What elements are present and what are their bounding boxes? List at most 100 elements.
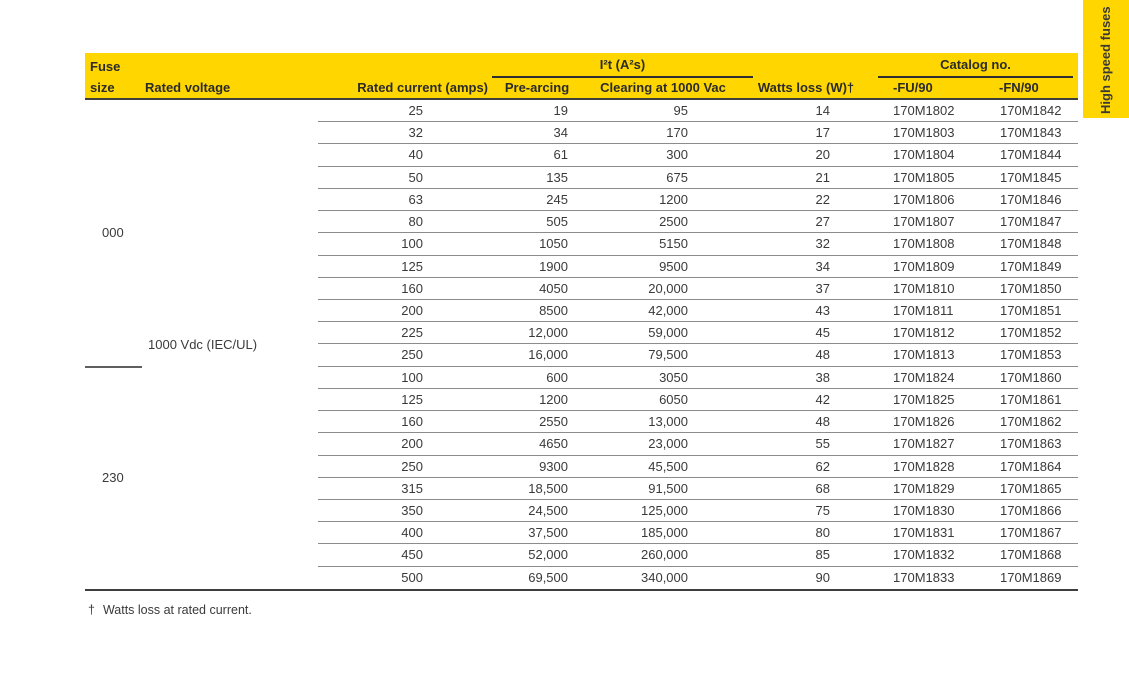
cell-catalog-fn90: 170M1844 [1000,147,1062,163]
cell-pre-arcing: 4050 [539,280,568,296]
table-row: 100 1050 5150 32 170M1808 170M1848 [85,233,1078,256]
cell-clearing-at-1000-vac: 2500 [659,214,688,230]
cell-catalog-fn90: 170M1845 [1000,169,1062,185]
cell-pre-arcing: 52,000 [528,547,568,563]
cell-rated-current: 160 [401,280,423,296]
cell-pre-arcing: 19 [553,103,568,118]
header-rated-voltage: Rated voltage [145,80,231,95]
cell-catalog-fu90: 170M1810 [893,280,955,296]
cell-catalog-fn90: 170M1864 [1000,458,1062,474]
cell-catalog-fn90: 170M1862 [1000,414,1062,430]
cell-catalog-fu90: 170M1833 [893,569,955,585]
table-row: 32 34 170 17 170M1803 170M1843 [85,122,1078,145]
header-fuse-size-line2: size [90,80,115,95]
table-row: 125 1900 9500 34 170M1809 170M1849 [85,256,1078,278]
cell-pre-arcing: 245 [546,191,568,207]
cell-catalog-fn90: 170M1867 [1000,525,1062,541]
cell-clearing-at-1000-vac: 6050 [659,391,688,407]
footnote: † Watts loss at rated current. [88,603,252,617]
fuse-size-section-divider [85,365,142,368]
cell-pre-arcing: 1200 [539,391,568,407]
header-watts-loss: Watts loss (W)† [757,80,855,95]
cell-catalog-fn90: 170M1853 [1000,347,1062,363]
fuse-size-label: 000 [102,225,124,241]
cell-pre-arcing: 9300 [539,458,568,474]
cell-watts-loss: 27 [815,214,830,230]
cell-catalog-fu90: 170M1832 [893,547,955,563]
cell-rated-current: 250 [401,347,423,363]
cell-clearing-at-1000-vac: 5150 [659,236,688,252]
cell-catalog-fn90: 170M1850 [1000,280,1062,296]
cell-watts-loss: 37 [815,280,830,296]
cell-watts-loss: 55 [815,436,830,452]
cell-clearing-at-1000-vac: 3050 [659,369,688,385]
table-row: 100 600 3050 38 170M1824 170M1860 [85,367,1078,390]
cell-clearing-at-1000-vac: 1200 [659,191,688,207]
high-speed-fuses-tab: High speed fuses [1083,0,1129,118]
cell-catalog-fu90: 170M1808 [893,236,955,252]
cell-pre-arcing: 600 [546,369,568,385]
cell-rated-current: 225 [401,325,423,341]
cell-catalog-fn90: 170M1863 [1000,436,1062,452]
cell-clearing-at-1000-vac: 20,000 [648,280,688,296]
cell-watts-loss: 48 [815,414,830,430]
cell-catalog-fu90: 170M1803 [893,125,955,141]
cell-catalog-fu90: 170M1828 [893,458,955,474]
table-row: 200 4650 23,000 55 170M1827 170M1863 [85,433,1078,456]
cell-clearing-at-1000-vac: 13,000 [648,414,688,430]
cell-catalog-fu90: 170M1811 [893,302,954,318]
cell-catalog-fn90: 170M1851 [1000,302,1062,318]
cell-rated-current: 250 [401,458,423,474]
cell-rated-current: 200 [401,436,423,452]
cell-rated-current: 50 [408,169,423,185]
cell-catalog-fn90: 170M1868 [1000,547,1062,563]
cell-clearing-at-1000-vac: 300 [666,147,688,163]
header-catalog-fu90: -FU/90 [893,80,933,95]
cell-catalog-fu90: 170M1805 [893,169,955,185]
header-rated-current: Rated current (amps) [357,80,488,95]
cell-pre-arcing: 16,000 [528,347,568,363]
side-tab-label: High speed fuses [1098,6,1113,114]
cell-watts-loss: 90 [815,569,830,585]
header-i2t-group: I²t (A²s) [599,57,646,72]
cell-watts-loss: 38 [815,369,830,385]
cell-watts-loss: 17 [815,125,830,141]
cell-watts-loss: 48 [815,347,830,363]
cell-pre-arcing: 135 [546,169,568,185]
header-fuse-size-line1: Fuse [90,59,121,74]
cell-catalog-fu90: 170M1824 [893,369,955,385]
cell-catalog-fn90: 170M1866 [1000,502,1062,518]
cell-watts-loss: 32 [815,236,830,252]
cell-catalog-fu90: 170M1825 [893,391,955,407]
header-catalog-fn90: -FN/90 [999,80,1039,95]
cell-watts-loss: 43 [815,302,830,318]
cell-pre-arcing: 1900 [539,258,568,274]
cell-catalog-fu90: 170M1807 [893,214,955,230]
cell-watts-loss: 68 [815,480,830,496]
header-clearing: Clearing at 1000 Vac [600,80,726,95]
cell-clearing-at-1000-vac: 45,500 [648,458,688,474]
cell-clearing-at-1000-vac: 95 [673,103,688,118]
table-row: 450 52,000 260,000 85 170M1832 170M1868 [85,544,1078,567]
cell-pre-arcing: 4650 [539,436,568,452]
fuse-size-label: 230 [102,469,124,485]
cell-clearing-at-1000-vac: 125,000 [641,502,688,518]
table-header: Fuse size Rated voltage Rated current (a… [85,53,1078,100]
cell-catalog-fn90: 170M1865 [1000,480,1062,496]
cell-watts-loss: 20 [815,147,830,163]
rated-voltage-value: 1000 Vdc (IEC/UL) [148,336,258,352]
cell-rated-current: 125 [401,391,423,407]
table-row: 40 61 300 20 170M1804 170M1844 [85,144,1078,167]
cell-pre-arcing: 24,500 [528,502,568,518]
catalog-group-underline [878,76,1073,78]
cell-clearing-at-1000-vac: 59,000 [648,325,688,341]
cell-pre-arcing: 61 [553,147,568,163]
cell-pre-arcing: 2550 [539,414,568,430]
table-row: 500 69,500 340,000 90 170M1833 170M1869 [85,567,1078,589]
table-row: 250 9300 45,500 62 170M1828 170M1864 [85,456,1078,478]
cell-clearing-at-1000-vac: 9500 [659,258,688,274]
cell-catalog-fu90: 170M1830 [893,502,955,518]
cell-clearing-at-1000-vac: 185,000 [641,525,688,541]
cell-catalog-fn90: 170M1861 [1000,391,1062,407]
